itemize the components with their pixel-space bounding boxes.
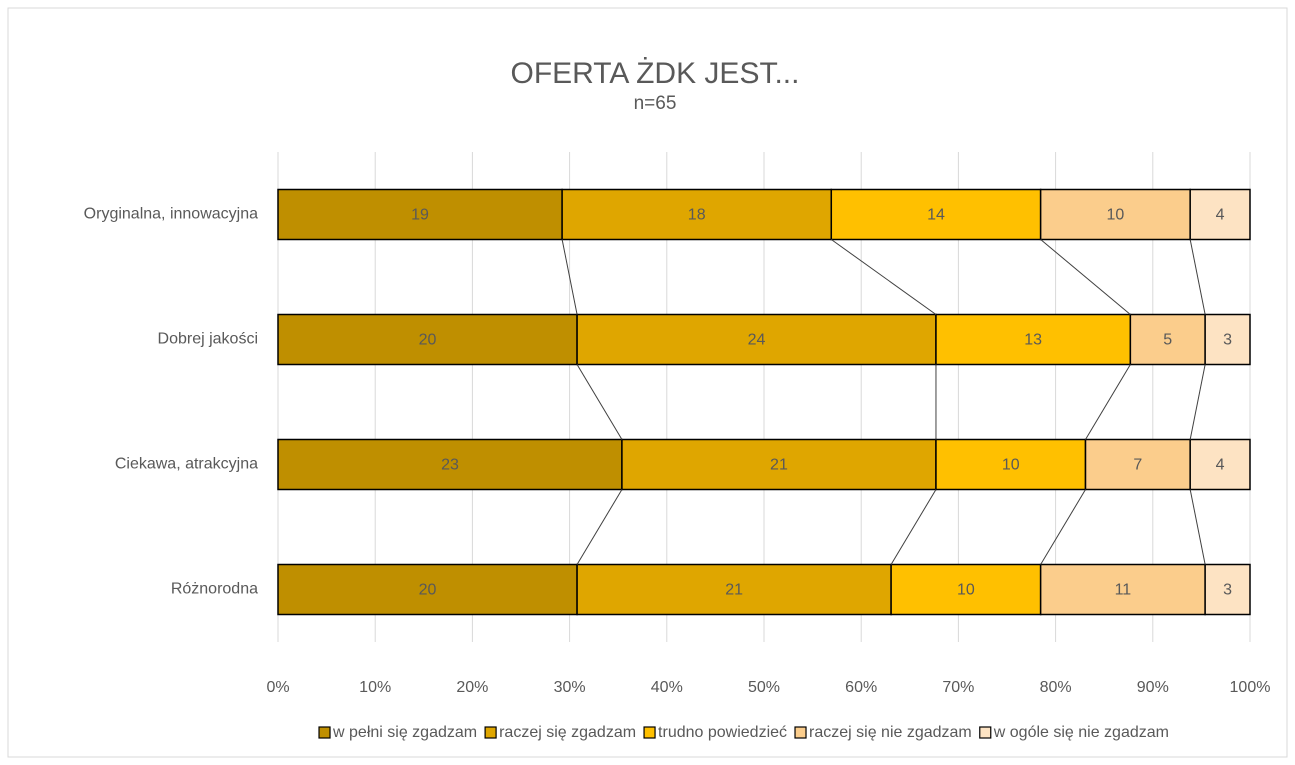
legend-swatch [643, 726, 656, 739]
legend-item: raczej się zgadzam [484, 724, 636, 741]
bar-segment [277, 188, 563, 241]
y-tick-label: Dobrej jakości [158, 331, 258, 348]
data-label: 10 [957, 582, 975, 599]
data-label: 4 [1216, 457, 1225, 474]
bars: 19 18 14 10 4 20 24 13 5 3 23 21 10 7 4 20 21 10 11 3 [277, 188, 1251, 616]
legend-item: w ogóle się nie zgadzam [979, 724, 1169, 741]
legend-swatch [318, 726, 331, 739]
x-tick-label: 30% [554, 679, 586, 696]
data-label: 23 [441, 457, 459, 474]
bar-segment [1189, 438, 1251, 491]
data-label: 4 [1216, 207, 1225, 224]
bar-segment [1084, 438, 1191, 491]
legend-swatch [979, 726, 992, 739]
bar-segment [561, 188, 833, 241]
legend-item: raczej się nie zgadzam [794, 724, 972, 741]
series-line [1085, 364, 1131, 440]
data-label: 14 [927, 207, 945, 224]
bar-segment [277, 313, 578, 366]
x-tick-label: 80% [1040, 679, 1072, 696]
legend-label: trudno powiedzieć [658, 724, 787, 741]
bar-segment [576, 563, 892, 616]
data-label: 3 [1223, 582, 1232, 599]
chart-border [7, 7, 1288, 758]
series-line [561, 239, 578, 315]
bar-segment [1204, 313, 1251, 366]
series-line [1189, 489, 1206, 565]
legend-label: w pełni się zgadzam [332, 724, 477, 741]
data-label: 13 [1024, 332, 1042, 349]
x-tick-label: 90% [1137, 679, 1169, 696]
y-tick-label: Ciekawa, atrakcyjna [115, 456, 258, 473]
bar-segment [935, 438, 1087, 491]
bar-segment [576, 313, 937, 366]
x-tick-label: 70% [942, 679, 974, 696]
legend-swatch [794, 726, 807, 739]
legend: w pełni się zgadzam raczej się zgadzam tru… [318, 724, 1169, 741]
chart-subtitle: n=65 [634, 93, 677, 114]
series-line [576, 489, 623, 565]
series-line [1040, 489, 1086, 565]
series-line [831, 239, 937, 315]
data-label: 10 [1107, 207, 1125, 224]
series-line [1189, 239, 1206, 315]
chart-title: OFERTA ŻDK JEST... [511, 57, 800, 90]
data-label: 20 [419, 332, 437, 349]
bar-segment [621, 438, 937, 491]
legend-swatch [484, 726, 497, 739]
bar-segment [1189, 188, 1251, 241]
series-line [890, 489, 937, 565]
data-label: 18 [688, 207, 706, 224]
bar-segment [1039, 563, 1206, 616]
data-label: 5 [1163, 332, 1172, 349]
bar-segment [1204, 563, 1251, 616]
data-label: 21 [770, 457, 788, 474]
legend-label: raczej się nie zgadzam [809, 724, 972, 741]
x-tick-label: 40% [651, 679, 683, 696]
data-label: 20 [419, 582, 437, 599]
data-label: 3 [1223, 332, 1232, 349]
legend-label: raczej się zgadzam [499, 724, 636, 741]
x-tick-label: 0% [266, 679, 289, 696]
data-label: 24 [748, 332, 766, 349]
bar-segment [890, 563, 1042, 616]
y-tick-label: Oryginalna, innowacyjna [84, 206, 258, 223]
series-lines [561, 239, 1206, 565]
legend-label: w ogóle się nie zgadzam [993, 724, 1169, 741]
series-line [1189, 364, 1206, 440]
bar-segment [935, 313, 1132, 366]
series-line [1040, 239, 1131, 315]
bar-segment [277, 438, 623, 491]
bar-segment [277, 563, 578, 616]
y-tick-label: Różnorodna [171, 581, 258, 598]
legend-item: trudno powiedzieć [643, 724, 787, 741]
x-tick-label: 20% [456, 679, 488, 696]
data-label: 19 [411, 207, 429, 224]
legend-item: w pełni się zgadzam [318, 724, 477, 741]
x-tick-label: 50% [748, 679, 780, 696]
bar-segment [830, 188, 1042, 241]
x-tick-label: 10% [359, 679, 391, 696]
series-line [576, 364, 623, 440]
data-label: 7 [1133, 457, 1142, 474]
data-label: 21 [725, 582, 743, 599]
x-tick-label: 60% [845, 679, 877, 696]
data-label: 10 [1002, 457, 1020, 474]
bar-segment [1129, 313, 1206, 366]
data-label: 11 [1115, 582, 1132, 599]
x-tick-label: 100% [1230, 679, 1271, 696]
